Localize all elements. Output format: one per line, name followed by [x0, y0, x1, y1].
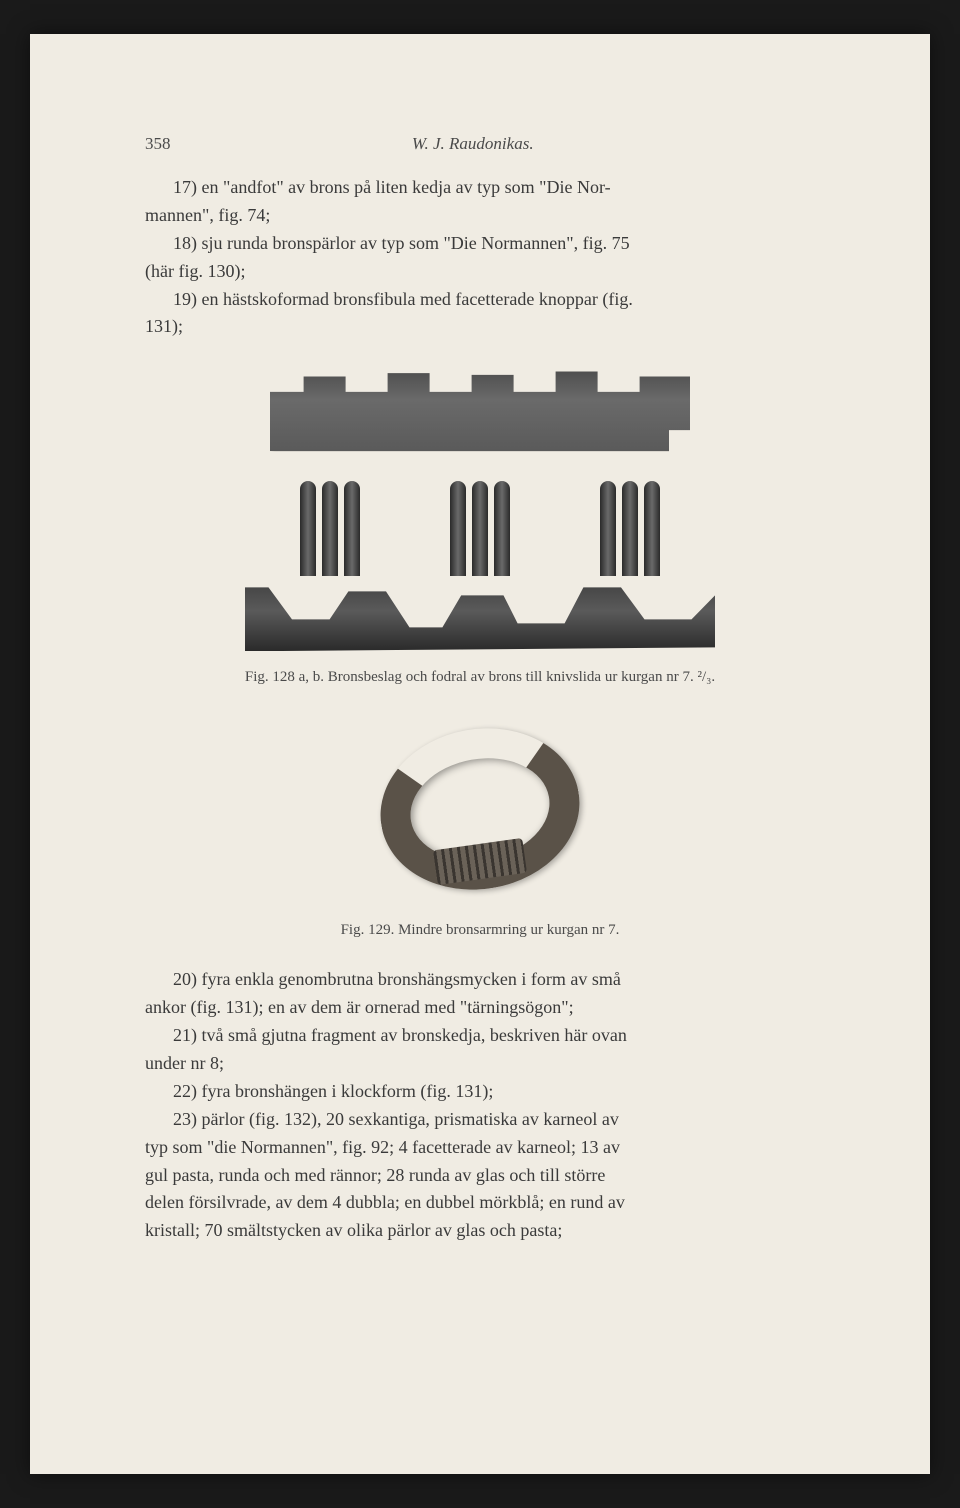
- para-17: 17) en "andfot" av brons på liten kedja …: [145, 174, 815, 230]
- page-header: 358 W. J. Raudonikas.: [145, 134, 815, 154]
- figure-129-caption: Fig. 129. Mindre bronsarmring ur kurgan …: [240, 919, 720, 942]
- para-20: 20) fyra enkla genombrutna bronshängsmyc…: [145, 966, 815, 1022]
- comb-teeth: [245, 481, 715, 581]
- figure-128a-image: [270, 366, 690, 451]
- figure-128-caption: Fig. 128 a, b. Bronsbeslag och fodral av…: [240, 666, 720, 689]
- comb-base: [245, 571, 715, 651]
- para-22: 22) fyra bronshängen i klockform (fig. 1…: [145, 1078, 815, 1106]
- author-name: W. J. Raudonikas.: [171, 134, 776, 154]
- body-text-upper: 17) en "andfot" av brons på liten kedja …: [145, 174, 815, 341]
- para-19: 19) en hästskoformad bronsfibula med fac…: [145, 286, 815, 342]
- document-page: 358 W. J. Raudonikas. 17) en "andfot" av…: [30, 34, 930, 1474]
- figure-129-image: [370, 714, 590, 904]
- page-number: 358: [145, 134, 171, 154]
- body-text-lower: 20) fyra enkla genombrutna bronshängsmyc…: [145, 966, 815, 1245]
- para-21: 21) två små gjutna fragment av bronskedj…: [145, 1022, 815, 1078]
- figure-129: Fig. 129. Mindre bronsarmring ur kurgan …: [145, 714, 815, 942]
- figure-128b-image: [245, 481, 715, 651]
- figure-128: Fig. 128 a, b. Bronsbeslag och fodral av…: [145, 366, 815, 689]
- para-18: 18) sju runda bronspärlor av typ som "Di…: [145, 230, 815, 286]
- para-23: 23) pärlor (fig. 132), 20 sexkantiga, pr…: [145, 1106, 815, 1245]
